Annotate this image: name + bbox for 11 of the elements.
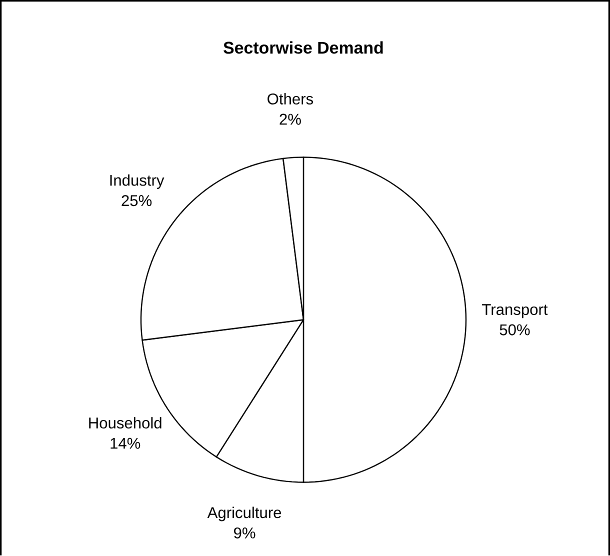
slice-label: Industry — [110, 174, 164, 189]
data-label: 25% — [122, 195, 152, 206]
slice-label: Transport — [482, 304, 548, 318]
chart-title: Sectorwise Demand — [224, 41, 383, 54]
data-label: 14% — [110, 438, 140, 449]
data-label: 9% — [234, 527, 256, 538]
slice-label: Household — [89, 417, 162, 428]
slice-label: Others — [268, 92, 314, 104]
data-label: 2% — [280, 114, 301, 125]
slice-label: Agriculture — [207, 506, 282, 522]
data-label: 50% — [500, 324, 530, 336]
